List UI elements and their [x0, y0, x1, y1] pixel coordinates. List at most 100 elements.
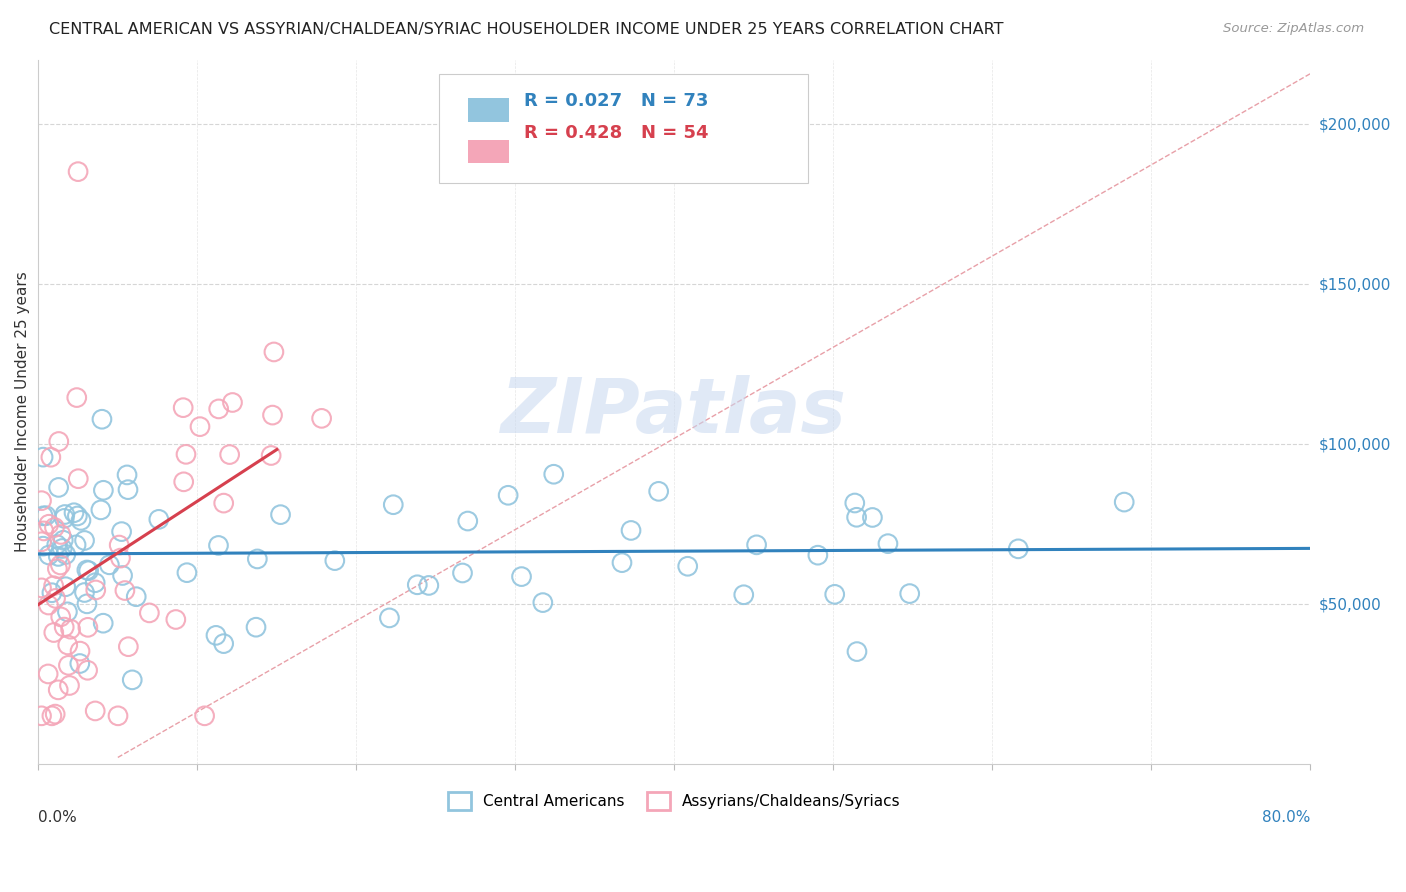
Point [48, 480, 70, 494]
Point [45, 538, 67, 552]
Point [148, 512, 170, 526]
Point [610, 556, 633, 570]
Point [37, 667, 59, 681]
Point [451, 566, 474, 580]
Text: R = 0.027   N = 73: R = 0.027 N = 73 [524, 92, 709, 110]
Point [208, 401, 231, 416]
Point [824, 587, 846, 601]
Point [46, 562, 69, 576]
Point [110, 524, 132, 539]
Point [32, 450, 55, 464]
Point [91, 616, 114, 631]
Point [531, 596, 554, 610]
Point [76, 663, 98, 677]
Point [245, 620, 267, 634]
Point [457, 514, 479, 528]
Point [117, 640, 139, 654]
Point [38, 548, 60, 562]
Point [41, 708, 63, 723]
Point [845, 510, 868, 524]
Point [53, 620, 76, 634]
Point [846, 644, 869, 658]
Point [37, 598, 59, 612]
Point [378, 611, 401, 625]
Point [32, 524, 55, 538]
Bar [468, 140, 509, 163]
Point [52, 533, 75, 548]
Point [84, 582, 107, 597]
Point [63, 506, 86, 520]
Point [42, 625, 65, 640]
Point [111, 568, 134, 582]
Point [66, 391, 89, 405]
FancyBboxPatch shape [439, 74, 808, 183]
Point [218, 448, 240, 462]
Point [69, 644, 91, 658]
Point [262, 408, 284, 422]
Point [42, 579, 65, 593]
Point [66, 508, 89, 523]
Point [58, 678, 80, 692]
Point [84, 704, 107, 718]
Point [76, 620, 98, 634]
Point [212, 496, 235, 510]
Point [620, 524, 643, 538]
Point [98, 558, 121, 572]
Point [877, 536, 900, 550]
Point [56, 605, 79, 619]
Point [44, 707, 66, 722]
Point [807, 548, 830, 562]
Point [45, 591, 67, 606]
Point [65, 538, 87, 552]
Text: 80.0%: 80.0% [1263, 810, 1310, 824]
Point [67, 164, 90, 178]
Point [91, 412, 114, 426]
Point [56, 638, 79, 652]
Point [35, 508, 58, 523]
Point [46, 682, 69, 697]
Point [1007, 541, 1029, 556]
Point [93, 483, 115, 498]
Point [165, 613, 187, 627]
Point [69, 657, 91, 671]
Point [406, 578, 429, 592]
Point [212, 637, 235, 651]
Point [46, 549, 69, 564]
Point [382, 498, 405, 512]
Point [73, 585, 96, 599]
Legend: Central Americans, Assyrians/Chaldeans/Syriacs: Central Americans, Assyrians/Chaldeans/S… [441, 786, 907, 816]
Point [862, 510, 884, 524]
Point [194, 708, 217, 723]
Point [260, 449, 283, 463]
Point [1114, 495, 1136, 509]
Point [188, 419, 211, 434]
Point [32, 539, 55, 553]
Point [125, 590, 148, 604]
Point [84, 575, 107, 590]
Point [246, 552, 269, 566]
Point [55, 580, 77, 594]
Point [51, 541, 73, 556]
Point [58, 658, 80, 673]
Point [108, 538, 131, 552]
Point [53, 508, 76, 522]
Point [49, 558, 72, 572]
Point [41, 585, 63, 599]
Point [31, 534, 53, 549]
Point [90, 503, 112, 517]
Y-axis label: Householder Income Under 25 years: Householder Income Under 25 years [15, 271, 30, 552]
Point [48, 434, 70, 449]
Point [418, 578, 440, 592]
Point [55, 548, 77, 562]
Point [107, 708, 129, 723]
Point [263, 345, 285, 359]
Point [67, 472, 90, 486]
Point [31, 493, 53, 508]
Point [114, 583, 136, 598]
Point [76, 563, 98, 577]
Point [31, 708, 53, 723]
Point [138, 606, 160, 620]
Point [174, 447, 197, 461]
Text: CENTRAL AMERICAN VS ASSYRIAN/CHALDEAN/SYRIAC HOUSEHOLDER INCOME UNDER 25 YEARS C: CENTRAL AMERICAN VS ASSYRIAN/CHALDEAN/SY… [49, 22, 1004, 37]
Point [39, 450, 62, 465]
